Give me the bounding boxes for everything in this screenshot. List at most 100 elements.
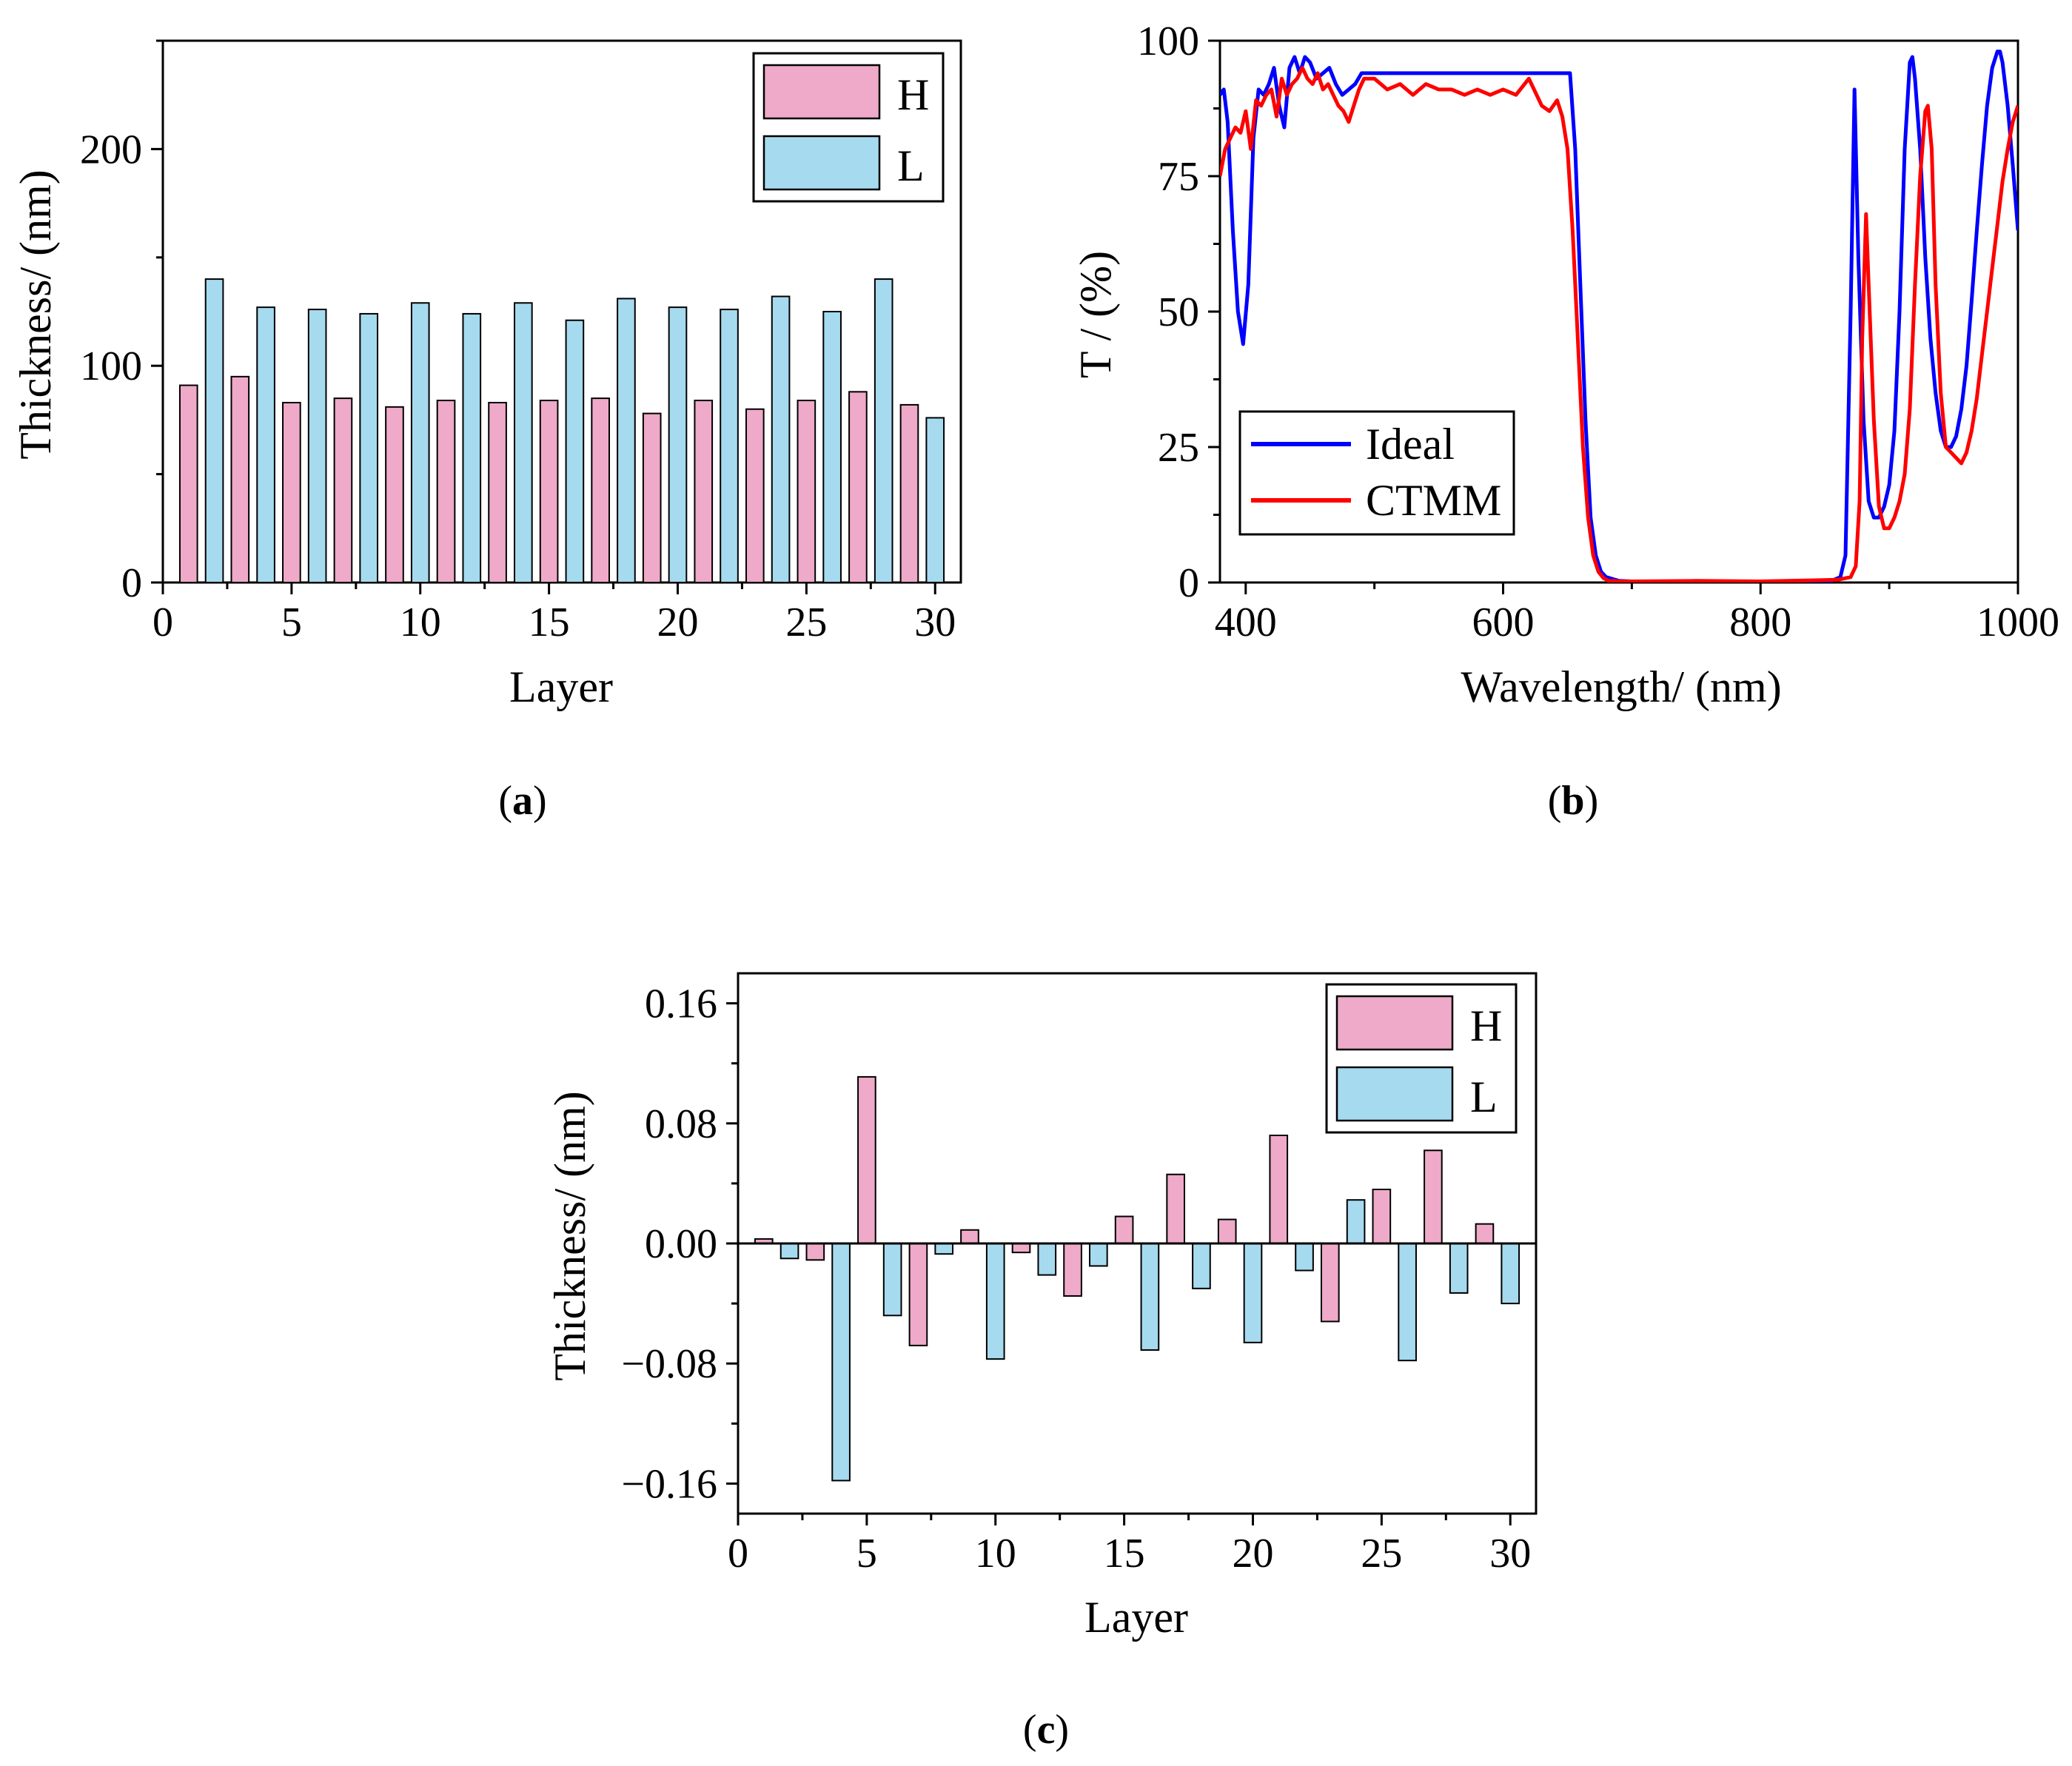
- chart-b-xtick-label: 600: [1472, 600, 1535, 645]
- chart-a-bar-h-layer-9: [385, 406, 404, 583]
- chart-b-ytick-label: 25: [1158, 425, 1199, 471]
- chart-a-ytick-label: 0: [121, 560, 142, 606]
- chart-c-bar-h-layer-21: [1269, 1135, 1289, 1244]
- chart-c-bar-l-layer-18: [1192, 1243, 1211, 1289]
- chart-c-bar-h-layer-11: [1011, 1243, 1031, 1254]
- chart-c-xtick-label: 0: [728, 1531, 748, 1577]
- chart-c-ytick-label: −0.08: [621, 1341, 717, 1387]
- chart-c-ytick-label: 0.08: [645, 1101, 717, 1147]
- chart-a-bar-l-layer-24: [771, 295, 791, 583]
- chart-a-bar-h-layer-1: [178, 384, 198, 583]
- chart-a-ytick-label: 100: [80, 343, 142, 389]
- chart-c-bar-h-layer-23: [1320, 1243, 1340, 1323]
- chart-a-bar-l-layer-4: [256, 306, 275, 583]
- chart-c-bar-l-layer-16: [1140, 1243, 1160, 1351]
- chart-c-bar-h-layer-27: [1424, 1149, 1443, 1245]
- chart-c-bar-l-layer-6: [882, 1243, 902, 1317]
- chart-b-ytick-label: 50: [1158, 289, 1199, 335]
- chart-c-xtick-label: 5: [856, 1531, 877, 1577]
- chart-b-xtick-label: 1000: [1977, 600, 2059, 645]
- chart-a-legend-swatch-l: [762, 135, 881, 191]
- chart-c-ytick-label: 0.16: [645, 981, 717, 1027]
- chart-a-xlabel: Layer: [509, 662, 613, 711]
- chart-c-legend-label-h: H: [1470, 1001, 1502, 1050]
- chart-a-bar-h-layer-7: [333, 397, 353, 583]
- chart-a-xtick-label: 0: [152, 600, 173, 645]
- chart-c-bar-l-layer-20: [1243, 1243, 1263, 1343]
- chart-c-bar-h-layer-9: [960, 1229, 979, 1244]
- chart-c: 0 5 10 15 20 25 30 −0.16 −0.08 0.00 0.08 0.16 Layer…: [546, 972, 1538, 1753]
- chart-b-legend: Ideal CTMM: [1238, 410, 1515, 536]
- chart-a-legend-label-h: H: [897, 70, 929, 119]
- chart-a-legend: H L: [752, 52, 945, 203]
- chart-b-xtick-label: 800: [1729, 600, 1791, 645]
- chart-c-bar-l-layer-2: [779, 1243, 799, 1260]
- chart-c-plot-area: 0 5 10 15 20 25 30 −0.16 −0.08 0.00 0.08 0.16: [621, 972, 1538, 1577]
- chart-a-bar-l-layer-16: [565, 319, 585, 583]
- chart-c-bar-h-layer-7: [908, 1243, 928, 1346]
- chart-a-bar-l-layer-12: [462, 312, 482, 583]
- chart-c-bar-l-layer-22: [1295, 1243, 1314, 1272]
- chart-b-plot-area: 400 600 800 1000 0 25 50 75 100: [1137, 19, 2059, 645]
- chart-b-ylabel: T / (%): [1071, 251, 1120, 378]
- chart-c-ytick-label: −0.16: [621, 1461, 717, 1507]
- chart-a-xtick-label: 25: [785, 600, 827, 645]
- chart-a-bar-l-layer-26: [822, 311, 842, 583]
- chart-c-bar-l-layer-8: [934, 1243, 954, 1255]
- chart-a-ylabel: Thickness/ (nm): [11, 169, 60, 460]
- chart-a-bar-h-layer-3: [230, 375, 250, 583]
- chart-c-bar-l-layer-12: [1037, 1243, 1057, 1276]
- chart-a-plot-area: 0 5 10 15 20 25 30 0 100 200: [80, 39, 962, 645]
- chart-a: 0 5 10 15 20 25 30 0 100 200 Layer Thickness/ (nm…: [11, 39, 962, 824]
- chart-c-xlabel: Layer: [1084, 1593, 1188, 1642]
- chart-b-xtick-label: 400: [1215, 600, 1277, 645]
- chart-b-xlabel: Wavelength/ (nm): [1461, 662, 1781, 711]
- chart-c-ylabel: Thickness/ (nm): [546, 1091, 594, 1381]
- chart-c-legend-label-l: L: [1470, 1072, 1498, 1121]
- chart-a-bar-l-layer-10: [410, 302, 430, 583]
- chart-a-bar-h-layer-11: [436, 400, 456, 583]
- chart-c-xtick-label: 25: [1361, 1531, 1402, 1577]
- chart-c-bar-h-layer-15: [1114, 1215, 1134, 1244]
- chart-c-bar-l-layer-14: [1089, 1243, 1108, 1267]
- chart-c-xtick-label: 10: [975, 1531, 1016, 1577]
- chart-a-xtick-label: 30: [914, 600, 956, 645]
- chart-a-bar-h-layer-23: [745, 408, 765, 584]
- chart-a-bar-l-layer-18: [617, 298, 636, 583]
- chart-c-bar-h-layer-3: [805, 1243, 825, 1261]
- chart-a-axes-frame: [161, 39, 962, 584]
- chart-a-xtick-label: 10: [400, 600, 441, 645]
- chart-c-xtick-label: 30: [1489, 1531, 1531, 1577]
- chart-b-ytick-label: 75: [1158, 154, 1199, 200]
- chart-c-bar-l-layer-28: [1449, 1243, 1469, 1294]
- chart-a-ytick-label: 200: [80, 127, 142, 172]
- chart-a-xtick-label: 15: [529, 600, 570, 645]
- chart-c-bar-h-layer-17: [1166, 1173, 1185, 1244]
- chart-c-legend-swatch-h: [1335, 995, 1454, 1051]
- chart-a-bar-l-layer-14: [514, 302, 533, 583]
- chart-c-xtick-label: 15: [1104, 1531, 1145, 1577]
- chart-a-panel-label: (a): [498, 778, 546, 824]
- chart-c-bar-h-layer-29: [1475, 1223, 1495, 1245]
- chart-a-bar-h-layer-21: [694, 400, 714, 583]
- chart-b-legend-label-ideal: Ideal: [1366, 420, 1455, 469]
- chart-c-bar-h-layer-19: [1217, 1218, 1237, 1244]
- chart-c-bar-l-layer-26: [1398, 1243, 1417, 1362]
- chart-c-legend: H L: [1325, 983, 1518, 1134]
- chart-c-bar-l-layer-30: [1501, 1243, 1521, 1305]
- chart-a-bar-l-layer-28: [874, 278, 893, 583]
- chart-c-bar-l-layer-10: [985, 1243, 1005, 1360]
- chart-a-legend-swatch-h: [762, 64, 881, 120]
- chart-a-bar-h-layer-5: [282, 401, 301, 584]
- chart-c-panel-label: (c): [1023, 1707, 1069, 1753]
- chart-a-bar-h-layer-27: [848, 391, 868, 583]
- chart-a-bar-l-layer-2: [204, 278, 224, 583]
- chart-a-bar-l-layer-30: [925, 417, 945, 583]
- chart-b-series-line-ctmm: [1220, 66, 2018, 582]
- chart-b-ytick-label: 0: [1179, 560, 1199, 606]
- chart-a-legend-label-l: L: [897, 141, 925, 190]
- chart-c-bar-l-layer-4: [831, 1243, 851, 1482]
- chart-a-bar-l-layer-20: [668, 306, 688, 583]
- chart-b-legend-label-ctmm: CTMM: [1366, 476, 1501, 525]
- chart-c-bar-h-layer-5: [857, 1075, 876, 1244]
